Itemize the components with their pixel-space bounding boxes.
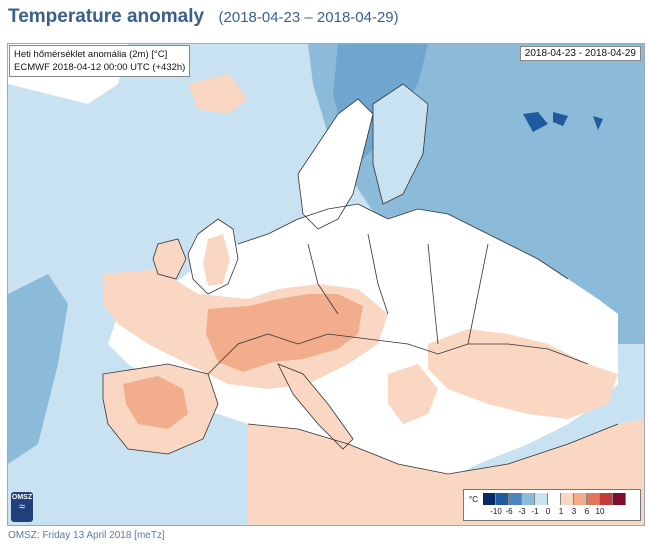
legend-swatch bbox=[535, 493, 548, 505]
legend-swatch bbox=[509, 493, 522, 505]
map-model-run-label: ECMWF 2018-04-12 00:00 UTC (+432h) bbox=[14, 62, 186, 73]
legend-tick-label: 1 bbox=[558, 507, 564, 516]
legend-swatch bbox=[548, 493, 561, 505]
page-subtitle: (2018-04-23 – 2018-04-29) bbox=[218, 9, 399, 26]
legend-tick-label: -6 bbox=[505, 507, 513, 516]
page-header: Temperature anomaly (2018-04-23 – 2018-0… bbox=[8, 6, 399, 34]
legend-unit: °C bbox=[469, 495, 478, 504]
legend-swatch bbox=[561, 493, 574, 505]
warm-anomaly-england bbox=[203, 234, 230, 286]
legend-swatch bbox=[483, 493, 496, 505]
legend-tick-label: -10 bbox=[490, 507, 502, 516]
land-ireland bbox=[153, 239, 186, 279]
legend-swatch bbox=[496, 493, 509, 505]
legend-tick-label: 3 bbox=[571, 507, 577, 516]
warm-anomaly-italy bbox=[278, 364, 353, 449]
strong-warm-alps-france bbox=[206, 294, 363, 372]
legend-tick-label: -3 bbox=[518, 507, 526, 516]
anomaly-map: Heti hőmérséklet anomália (2m) [°C] ECMW… bbox=[7, 43, 645, 526]
warm-anomaly-turkey bbox=[428, 329, 618, 419]
map-graphic bbox=[8, 44, 644, 525]
land-scandinavia bbox=[298, 99, 373, 229]
legend-tick-label: 0 bbox=[545, 507, 551, 516]
land-finland bbox=[373, 84, 428, 204]
strong-cold-patches bbox=[523, 112, 603, 132]
legend-swatch bbox=[574, 493, 587, 505]
legend-tick-label: 10 bbox=[595, 507, 605, 516]
coastlines bbox=[102, 83, 619, 475]
color-legend: °C -10 -6 -3 -1 0 1 3 6 10 bbox=[463, 489, 641, 521]
page-title: Temperature anomaly bbox=[8, 6, 205, 27]
legend-tick-label: 6 bbox=[584, 507, 590, 516]
warm-anomaly-iceland bbox=[188, 74, 248, 114]
map-date-range: 2018-04-23 - 2018-04-29 bbox=[519, 46, 641, 61]
logo-label: OMSZ bbox=[11, 494, 33, 501]
wave-logo-icon: ≈ bbox=[18, 501, 26, 513]
strong-warm-iberia bbox=[123, 376, 188, 429]
map-parameter-label: Heti hőmérséklet anomália (2m) [°C] bbox=[14, 49, 168, 60]
legend-swatch bbox=[587, 493, 600, 505]
legend-swatch bbox=[600, 493, 613, 505]
legend-tick-label: -1 bbox=[531, 507, 539, 516]
warm-anomaly-balkans bbox=[388, 364, 438, 424]
omsz-logo: OMSZ ≈ bbox=[11, 492, 33, 522]
legend-swatch bbox=[522, 493, 535, 505]
map-info-box: Heti hőmérséklet anomália (2m) [°C] ECMW… bbox=[9, 45, 191, 77]
legend-swatches bbox=[483, 493, 626, 505]
page-footer: OMSZ: Friday 13 April 2018 [meTz] bbox=[8, 530, 165, 541]
cold-anomaly-atlantic bbox=[8, 274, 68, 464]
legend-swatch bbox=[613, 493, 626, 505]
